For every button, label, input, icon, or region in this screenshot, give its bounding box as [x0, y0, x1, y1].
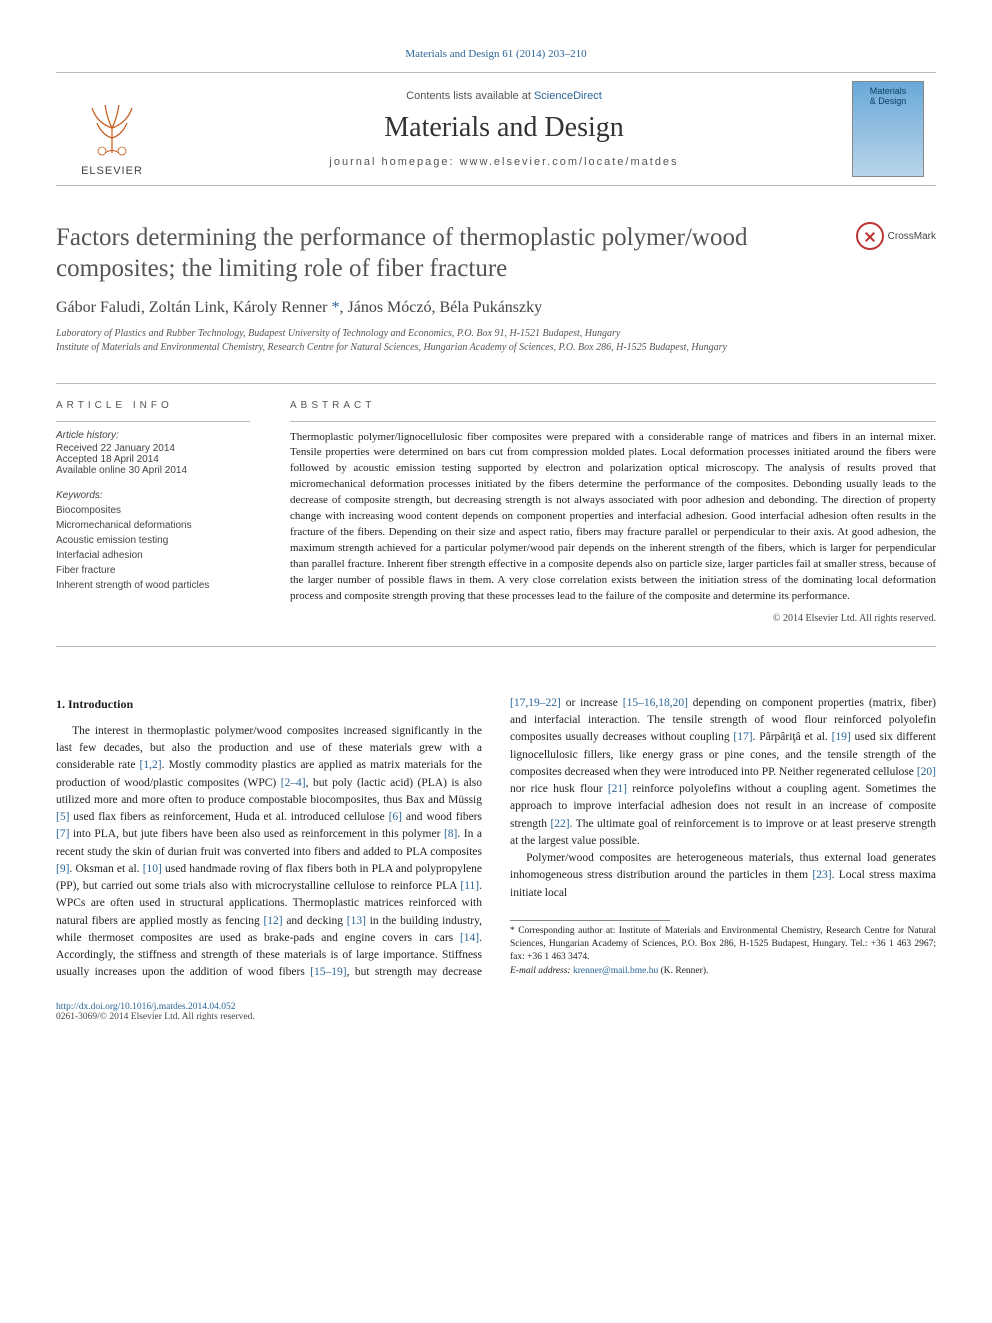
email-label: E-mail address:	[510, 966, 573, 976]
body-paragraph: Polymer/wood composites are heterogeneou…	[510, 850, 936, 902]
email-link[interactable]: krenner@mail.bme.hu	[573, 966, 658, 976]
ref-link[interactable]: [23]	[812, 869, 831, 881]
journal-citation: Materials and Design 61 (2014) 203–210	[56, 48, 936, 60]
footnote-separator	[510, 920, 670, 921]
keyword: Inherent strength of wood particles	[56, 578, 250, 593]
journal-cover-thumb: Materials & Design	[852, 81, 924, 177]
cover-line1: Materials	[870, 86, 907, 96]
issn-line: 0261-3069/© 2014 Elsevier Ltd. All right…	[56, 1012, 936, 1022]
ref-link[interactable]: [12]	[263, 915, 282, 927]
abstract-text: Thermoplastic polymer/lignocellulosic fi…	[290, 430, 936, 605]
body-columns: 1. Introduction The interest in thermopl…	[56, 695, 936, 982]
ref-link[interactable]: [10]	[143, 863, 162, 875]
ref-link[interactable]: [15–19]	[310, 966, 346, 978]
divider	[56, 646, 936, 647]
ref-link[interactable]: [17,19–22]	[510, 697, 561, 709]
abstract-heading: abstract	[290, 400, 936, 411]
page-footer: http://dx.doi.org/10.1016/j.matdes.2014.…	[56, 1002, 936, 1022]
article-title: Factors determining the performance of t…	[56, 222, 840, 285]
ref-link[interactable]: [5]	[56, 811, 69, 823]
ref-link[interactable]: [22]	[550, 818, 569, 830]
crossmark-badge[interactable]: CrossMark	[856, 222, 936, 250]
received-date: Received 22 January 2014	[56, 443, 250, 454]
keyword: Interfacial adhesion	[56, 548, 250, 563]
keyword: Micromechanical deformations	[56, 518, 250, 533]
corresponding-link[interactable]: *	[332, 299, 340, 316]
author: János Móczó	[348, 299, 432, 316]
journal-header: ELSEVIER Contents lists available at Sci…	[56, 72, 936, 186]
ref-link[interactable]: [1,2]	[140, 759, 162, 771]
keyword: Acoustic emission testing	[56, 533, 250, 548]
journal-title: Materials and Design	[172, 112, 836, 144]
contents-line: Contents lists available at ScienceDirec…	[172, 90, 836, 102]
corresponding-footnote: * Corresponding author at: Institute of …	[510, 925, 936, 978]
affiliation: Laboratory of Plastics and Rubber Techno…	[56, 327, 936, 341]
keyword: Fiber fracture	[56, 563, 250, 578]
ref-link[interactable]: [17]	[733, 731, 752, 743]
cover-line2: & Design	[870, 96, 907, 106]
elsevier-tree-icon	[77, 93, 147, 163]
history-label: Article history:	[56, 430, 250, 441]
author: Béla Pukánszky	[439, 299, 542, 316]
ref-link[interactable]: [15–16,18,20]	[623, 697, 688, 709]
ref-link[interactable]: [14]	[460, 932, 479, 944]
crossmark-label: CrossMark	[888, 231, 936, 242]
footnote-text: * Corresponding author at: Institute of …	[510, 925, 936, 965]
affiliation: Institute of Materials and Environmental…	[56, 341, 936, 355]
crossmark-icon	[856, 222, 884, 250]
ref-link[interactable]: [8]	[444, 828, 457, 840]
online-date: Available online 30 April 2014	[56, 465, 250, 476]
author: Gábor Faludi	[56, 299, 141, 316]
ref-link[interactable]: [7]	[56, 828, 69, 840]
author: Zoltán Link	[149, 299, 225, 316]
abstract-copyright: © 2014 Elsevier Ltd. All rights reserved…	[290, 613, 936, 624]
elsevier-logo: ELSEVIER	[68, 81, 156, 177]
article-info-sidebar: article info Article history: Received 2…	[56, 384, 268, 640]
ref-link[interactable]: [11]	[460, 880, 479, 892]
doi-link[interactable]: http://dx.doi.org/10.1016/j.matdes.2014.…	[56, 1002, 236, 1012]
author: Károly Renner	[233, 299, 328, 316]
email-tail: (K. Renner).	[658, 966, 708, 976]
section-heading: 1. Introduction	[56, 695, 482, 713]
article-info-heading: article info	[56, 400, 250, 411]
sciencedirect-link[interactable]: ScienceDirect	[534, 90, 602, 102]
ref-link[interactable]: [20]	[917, 766, 936, 778]
authors-line: Gábor Faludi, Zoltán Link, Károly Renner…	[56, 299, 936, 317]
ref-link[interactable]: [6]	[389, 811, 402, 823]
elsevier-wordmark: ELSEVIER	[81, 165, 143, 177]
ref-link[interactable]: [21]	[608, 783, 627, 795]
ref-link[interactable]: [13]	[347, 915, 366, 927]
ref-link[interactable]: [19]	[832, 731, 851, 743]
journal-homepage: journal homepage: www.elsevier.com/locat…	[172, 156, 836, 168]
citation-link[interactable]: Materials and Design 61 (2014) 203–210	[405, 48, 586, 60]
ref-link[interactable]: [9]	[56, 863, 69, 875]
ref-link[interactable]: [2–4]	[281, 777, 306, 789]
keyword: Biocomposites	[56, 503, 250, 518]
affiliations: Laboratory of Plastics and Rubber Techno…	[56, 327, 936, 355]
accepted-date: Accepted 18 April 2014	[56, 454, 250, 465]
keywords-label: Keywords:	[56, 490, 250, 501]
